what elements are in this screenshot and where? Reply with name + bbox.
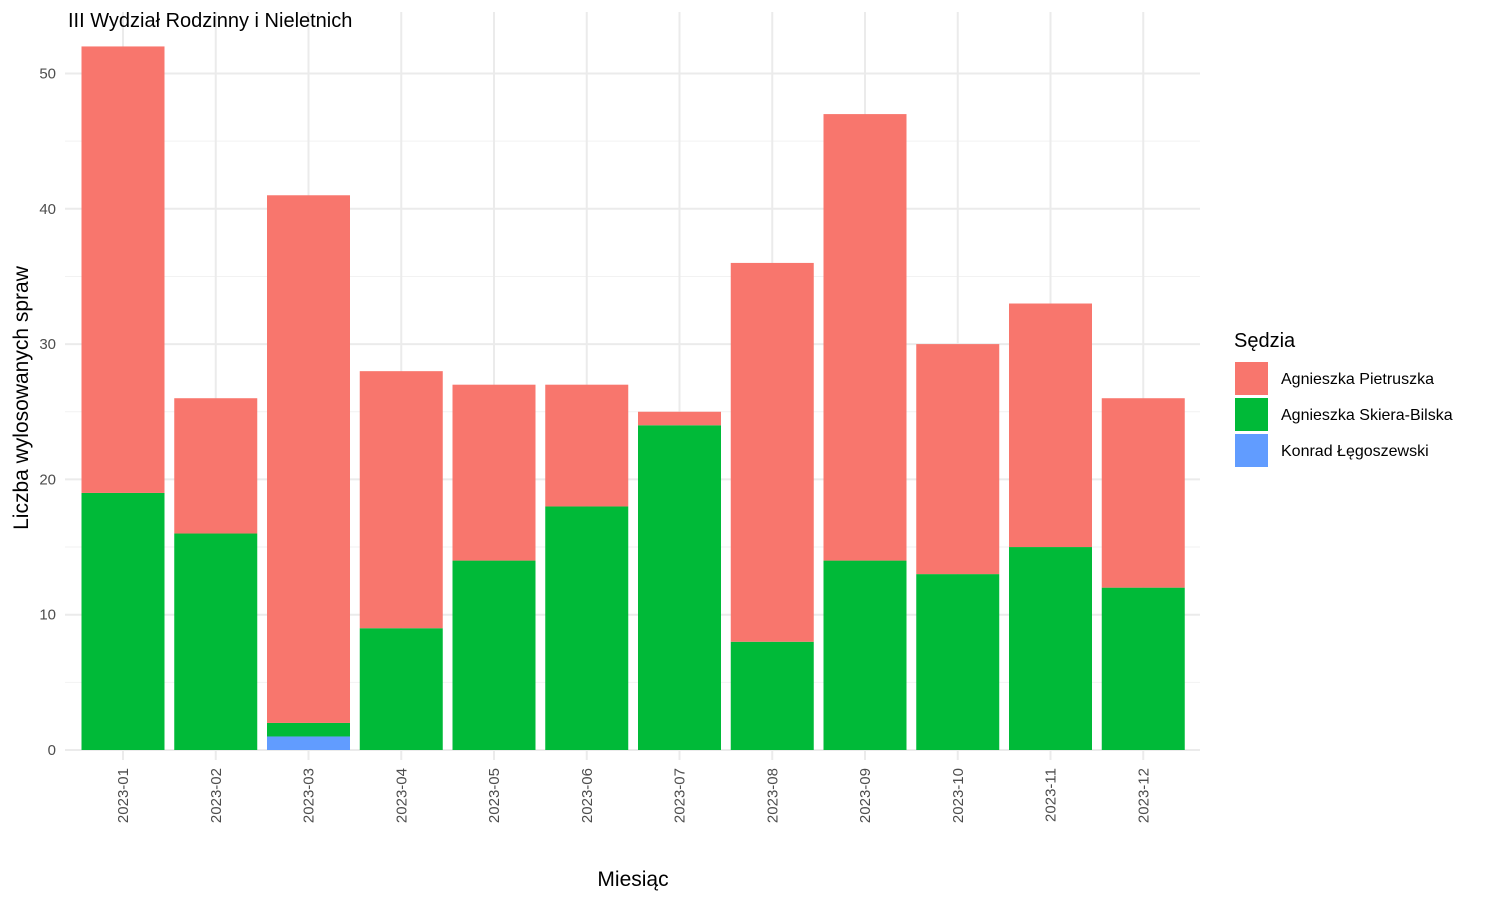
legend-swatch [1235, 434, 1268, 467]
bar-segment [267, 195, 350, 723]
bar-segment [1101, 587, 1185, 750]
x-tick-label: 2023-12 [1135, 768, 1152, 823]
bar-segment [267, 736, 350, 750]
y-axis-ticks: 0 10 20 30 40 50 [39, 66, 56, 760]
x-tick-label: 2023-08 [764, 768, 781, 823]
x-tick-label: 2023-11 [1043, 768, 1060, 822]
x-tick-label: 2023-10 [950, 768, 967, 823]
bar-segment [730, 262, 814, 642]
x-tick-label: 2023-02 [208, 768, 225, 823]
bar-segment [545, 384, 629, 507]
bar-segment [638, 425, 721, 750]
bar-segment [1009, 303, 1092, 548]
x-tick-label: 2023-07 [672, 768, 689, 823]
y-tick-label: 40 [39, 201, 56, 218]
bar-segment [916, 574, 1000, 750]
x-tick-label: 2023-03 [301, 768, 318, 823]
bar-segment [916, 344, 1000, 575]
bar-segment [452, 384, 536, 561]
y-tick-label: 10 [39, 607, 56, 624]
bar-stacks [81, 46, 1185, 750]
bar-segment [359, 371, 443, 629]
legend-label: Agnieszka Skiera-Bilska [1281, 407, 1453, 424]
y-axis-title: Liczba wylosowanych spraw [10, 265, 33, 530]
x-tick-label: 2023-09 [857, 768, 874, 823]
bar-segment [638, 411, 721, 426]
bar-segment [1101, 398, 1185, 588]
bar-segment [174, 398, 258, 534]
legend-swatch [1235, 362, 1268, 395]
legend-title: Sędzia [1234, 330, 1296, 352]
bar-segment [81, 46, 165, 493]
x-tick-label: 2023-05 [486, 768, 503, 823]
y-tick-label: 30 [39, 336, 56, 353]
x-tick-label: 2023-04 [393, 768, 410, 823]
y-tick-label: 0 [48, 742, 56, 759]
bar-segment [267, 722, 350, 737]
x-tick-label: 2023-06 [579, 768, 596, 823]
bar-segment [545, 506, 629, 750]
legend: Sędzia Agnieszka Pietruszka Agnieszka Ski… [1234, 330, 1453, 467]
bar-segment [823, 114, 907, 561]
legend-label: Konrad Łęgoszewski [1281, 443, 1429, 460]
bar-segment [359, 628, 443, 750]
legend-swatch [1235, 398, 1268, 431]
x-axis-ticks: 2023-01 2023-02 2023-03 2023-04 2023-05 2023-… [115, 768, 1152, 823]
y-tick-label: 50 [39, 66, 56, 83]
y-tick-label: 20 [39, 471, 56, 488]
bar-segment [81, 492, 165, 750]
x-tick-label: 2023-01 [115, 768, 132, 823]
bar-segment [452, 560, 536, 750]
legend-label: Agnieszka Pietruszka [1281, 371, 1434, 388]
bar-segment [730, 641, 814, 750]
bar-segment [174, 533, 258, 750]
bar-segment [823, 560, 907, 750]
x-axis-title: Miesiąc [597, 868, 668, 891]
bar-segment [1009, 547, 1092, 750]
chart-title: III Wydział Rodzinny i Nieletnich [68, 10, 352, 32]
